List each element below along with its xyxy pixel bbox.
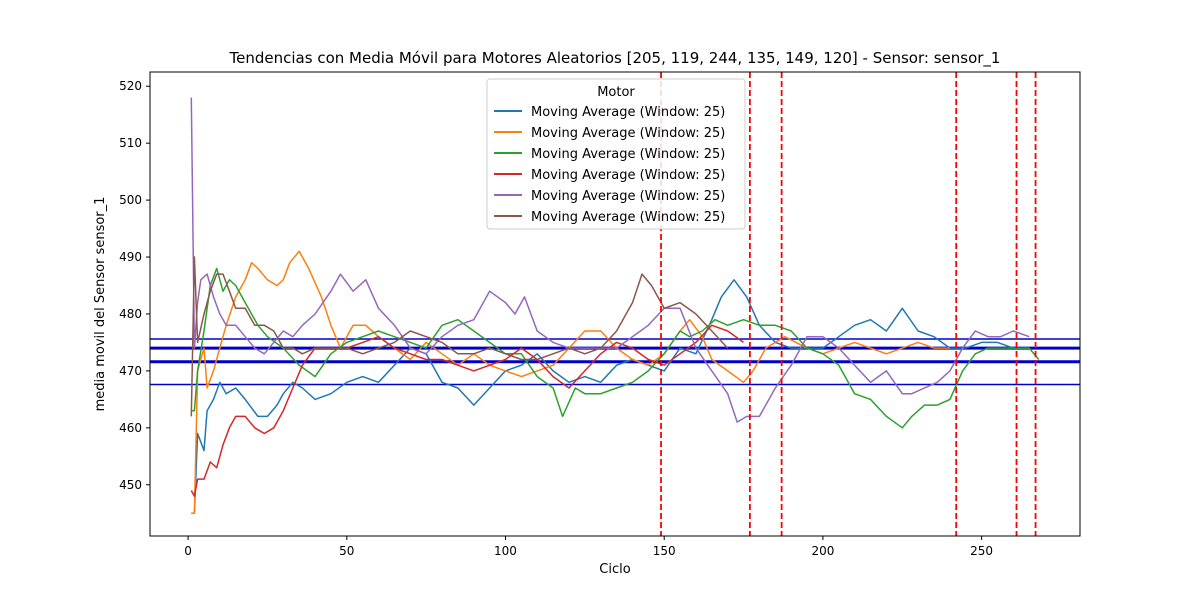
x-tick-label-0: 0 xyxy=(184,544,192,558)
series-group xyxy=(190,97,1040,514)
y-tick-label-7: 520 xyxy=(119,79,142,93)
y-tick-label-6: 510 xyxy=(119,136,142,150)
x-axis: 0 50 100 150 200 250 xyxy=(184,536,993,558)
legend-label-2: Moving Average (Window: 25) xyxy=(531,147,725,162)
x-tick-label-5: 250 xyxy=(970,544,993,558)
x-tick-label-4: 200 xyxy=(811,544,834,558)
y-tick-label-2: 470 xyxy=(119,364,142,378)
chart-title: Tendencias con Media Móvil para Motores … xyxy=(229,49,1001,68)
legend-label-5: Moving Average (Window: 25) xyxy=(531,210,725,225)
y-axis-label: media movil del Sensor sensor_1 xyxy=(93,197,108,412)
plot-frame xyxy=(149,71,1081,537)
legend-box xyxy=(486,78,746,230)
legend-label-1: Moving Average (Window: 25) xyxy=(531,126,725,141)
y-tick-label-1: 460 xyxy=(119,421,142,435)
series-line-2 xyxy=(191,267,1040,429)
legend: Motor Moving Average (Window: 25)Moving … xyxy=(486,78,746,230)
x-tick-label-1: 50 xyxy=(339,544,354,558)
legend-label-0: Moving Average (Window: 25) xyxy=(531,105,725,120)
y-tick-label-0: 450 xyxy=(119,478,142,492)
x-tick-label-2: 100 xyxy=(494,544,517,558)
series-line-5 xyxy=(190,256,729,417)
legend-title: Motor xyxy=(597,85,635,100)
y-tick-label-4: 490 xyxy=(119,250,142,264)
y-tick-label-3: 480 xyxy=(119,307,142,321)
x-tick-label-3: 150 xyxy=(653,544,676,558)
y-axis: 450 460 470 480 490 500 510 520 xyxy=(119,79,150,492)
legend-items: Moving Average (Window: 25) Moving Averag… xyxy=(494,105,725,225)
legend-label-4: Moving Average (Window: 25) xyxy=(531,189,725,204)
series-line-3 xyxy=(190,324,744,497)
legend-label-3: Moving Average (Window: 25) xyxy=(531,168,725,183)
y-tick-label-5: 500 xyxy=(119,193,142,207)
plot-area xyxy=(149,71,1081,537)
series-line-4 xyxy=(190,97,1030,423)
series-line-0 xyxy=(191,279,1030,514)
x-axis-label: Ciclo xyxy=(599,562,630,577)
